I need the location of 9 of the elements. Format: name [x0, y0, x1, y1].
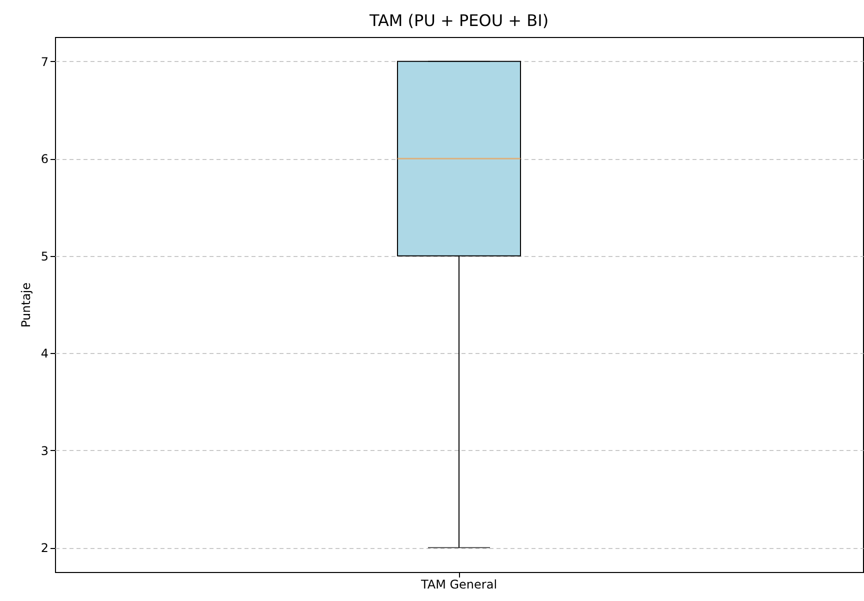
y-tick-label: 6 [40, 152, 48, 166]
y-axis-title: Puntaje [18, 282, 33, 328]
y-tick-label: 5 [40, 249, 48, 264]
x-tick-label: TAM General [420, 578, 498, 592]
y-tick-label: 4 [40, 346, 48, 361]
y-tick-label: 3 [40, 444, 48, 458]
y-tick-label: 2 [40, 541, 48, 556]
y-tick-label: 7 [40, 54, 48, 69]
chart-title: TAM (PU + PEOU + BI) [368, 11, 549, 30]
